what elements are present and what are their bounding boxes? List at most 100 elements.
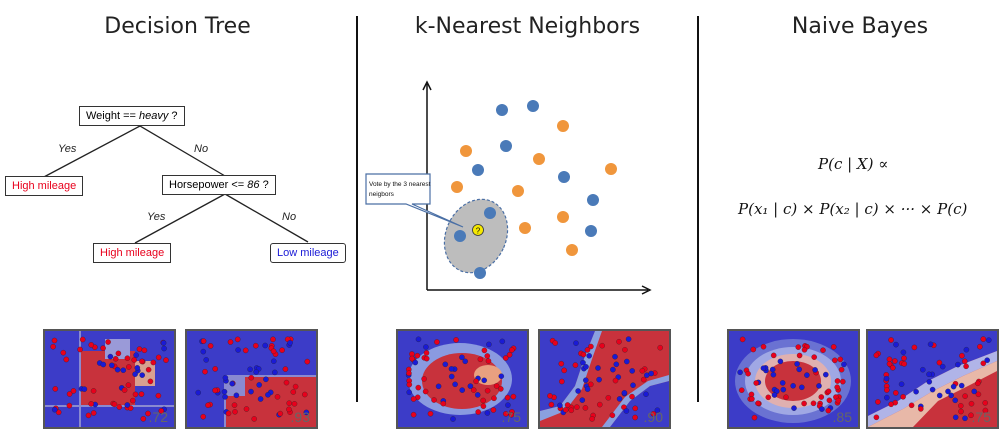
sample-blue [616, 396, 623, 402]
sample-red [640, 376, 647, 383]
sample-red [820, 347, 826, 353]
sample-red [138, 391, 145, 397]
sample-red [200, 338, 207, 344]
sample-red [421, 376, 427, 382]
sample-red [88, 401, 94, 407]
sample-red [227, 339, 234, 345]
sample-blue [272, 369, 278, 376]
sample-blue [486, 341, 492, 348]
sample-red [503, 411, 509, 417]
sample-blue [139, 372, 145, 378]
sample-blue [939, 363, 946, 370]
sample-red [825, 407, 832, 414]
sample-red [561, 367, 567, 374]
score-knn-a: .75 [501, 409, 521, 425]
sample-blue [160, 340, 167, 346]
sample-red [60, 349, 67, 356]
sample-blue [412, 359, 419, 366]
sample-blue [200, 348, 207, 355]
sample-red [414, 352, 421, 359]
sample-blue [580, 359, 586, 366]
sample-blue [134, 365, 141, 371]
sample-red [890, 365, 896, 371]
sample-blue [450, 416, 456, 422]
sample-red [52, 386, 59, 392]
knn-point-blue [496, 104, 508, 116]
sample-blue [643, 391, 649, 397]
sample-red [834, 378, 841, 384]
sample-blue [926, 371, 932, 378]
sample-blue [654, 407, 661, 413]
sample-blue [415, 336, 422, 343]
sample-red [115, 350, 122, 357]
sample-blue [484, 410, 491, 416]
sample-red [838, 366, 845, 373]
sample-red [564, 402, 571, 408]
node2-text: Horsepower <= [169, 179, 248, 191]
sample-red [739, 336, 746, 343]
sample-red [975, 380, 981, 387]
sample-blue [452, 381, 458, 388]
sample-red [63, 356, 70, 363]
sample-red [453, 337, 459, 343]
sample-blue [769, 366, 776, 373]
sample-red [147, 378, 154, 385]
sample-blue [816, 383, 822, 389]
sample-red [292, 383, 299, 390]
sample-red [574, 404, 580, 410]
sample-red [884, 387, 890, 393]
sample-red [242, 347, 249, 354]
sample-blue [929, 386, 936, 393]
knn-point-orange [460, 145, 472, 157]
sample-red [490, 407, 497, 413]
sample-blue [900, 349, 907, 356]
sample-red [609, 412, 616, 419]
sample-red [493, 383, 500, 389]
sample-red [958, 403, 964, 409]
root-italic: heavy [139, 110, 169, 122]
sample-blue [583, 364, 589, 370]
sample-red [825, 388, 832, 395]
sample-blue [771, 392, 778, 398]
sample-red [745, 370, 751, 377]
tree-edges [41, 125, 309, 244]
bayes-formula-line-1: P(c | X) ∝ [818, 155, 889, 173]
sample-red [597, 401, 603, 408]
sample-red [810, 400, 817, 407]
sample-red [470, 387, 477, 393]
sample-red [834, 384, 840, 390]
sample-red [975, 391, 982, 398]
sample-blue [222, 394, 228, 400]
sample-red [427, 410, 434, 417]
sample-blue [459, 354, 465, 361]
sample-red [139, 358, 145, 365]
score-bayes-b: .75 [971, 409, 991, 425]
callout-line-1: Vote by the 3 nearest [369, 181, 431, 188]
sample-red [873, 352, 880, 359]
sample-red [888, 401, 894, 408]
sample-blue [448, 373, 455, 380]
knn-point-orange [519, 222, 531, 234]
sample-red [90, 388, 97, 394]
sample-red [90, 410, 97, 416]
sample-red [150, 359, 157, 366]
sample-red [875, 399, 881, 405]
sample-red [207, 343, 214, 349]
sample-red [406, 370, 412, 376]
sample-red [85, 412, 92, 419]
sample-blue [442, 361, 449, 368]
sample-red [282, 366, 289, 372]
sample-blue [884, 394, 890, 401]
sample-red [558, 360, 565, 367]
sample-red [423, 350, 430, 356]
sample-red [632, 405, 638, 412]
sample-red [835, 397, 842, 404]
sample-red [253, 342, 259, 349]
sample-red [559, 378, 565, 385]
sample-blue [303, 409, 310, 416]
sample-red [770, 352, 777, 359]
sample-red [506, 352, 513, 358]
sample-blue [235, 347, 241, 353]
sample-blue [794, 361, 800, 367]
sample-red [738, 387, 745, 393]
